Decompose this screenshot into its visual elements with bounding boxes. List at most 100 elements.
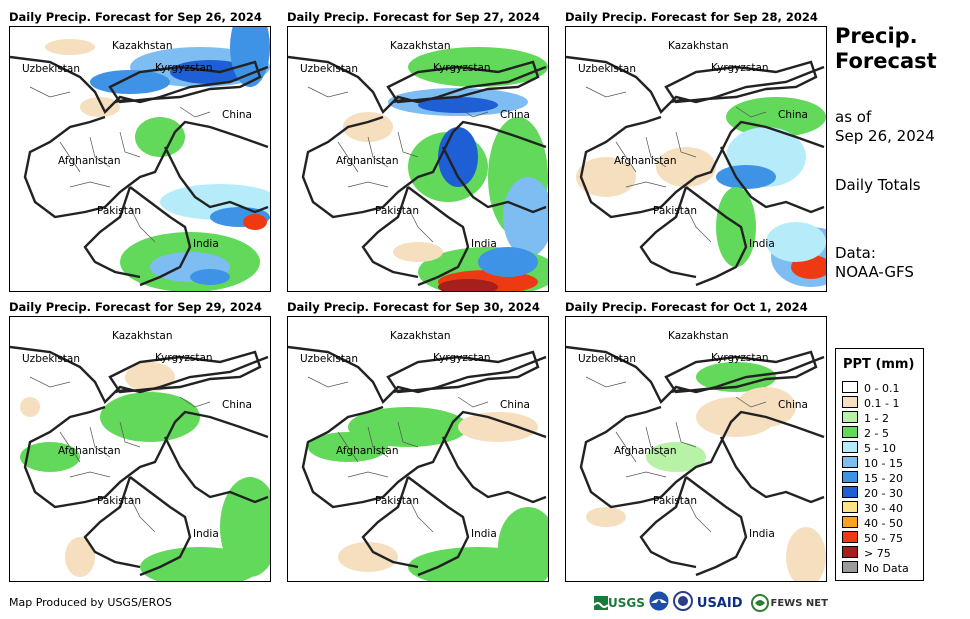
legend-item: 30 - 40 [842,501,903,515]
side-title-line2: Forecast [835,49,937,73]
usgs-wave-icon [594,596,608,610]
legend-label: 30 - 40 [864,502,903,515]
map-canvas: Kazakhstan Uzbekistan Kyrgyzstan China Afgha… [288,330,548,581]
country-label-china: China [500,399,530,411]
country-label-india: India [471,528,497,540]
legend-swatch [842,501,858,513]
precip-area [20,442,80,472]
precip-area [736,387,796,427]
boundary-line [566,345,825,577]
country-label-india: India [749,238,775,250]
map-canvas: Kazakhstan Uzbekistan Kyrgyzstan China Afgha… [566,40,826,287]
precip-area [656,147,716,187]
country-label-kyrgyzstan: Kyrgyzstan [711,62,769,74]
legend-label: 10 - 15 [864,457,903,470]
country-label-pakistan: Pakistan [375,495,419,507]
precip-area [243,214,267,230]
legend-title: PPT (mm) [843,357,915,372]
legend-item: 15 - 20 [842,471,903,485]
legend-swatch [842,381,858,393]
country-label-china: China [778,399,808,411]
country-label-uzbekistan: Uzbekistan [578,353,636,365]
precip-area [348,407,468,447]
legend-item: 1 - 2 [842,411,889,425]
precip-area [458,412,538,442]
country-label-kazakhstan: Kazakhstan [390,40,451,52]
panel-title: Daily Precip. Forecast for Sep 27, 2024 [287,10,540,24]
precip-area [343,112,393,142]
country-label-india: India [193,528,219,540]
country-label-afghanistan: Afghanistan [58,445,121,457]
legend-swatch [842,546,858,558]
legend-item: No Data [842,561,909,575]
country-label-uzbekistan: Uzbekistan [578,63,636,75]
precip-area [135,117,185,157]
boundary-line [29,376,211,533]
data-source-label: Data: [835,244,876,262]
country-label-india: India [471,238,497,250]
country-label-india: India [193,238,219,250]
precip-area [696,362,776,392]
daily-totals-label: Daily Totals [835,176,921,194]
legend-label: 15 - 20 [864,472,903,485]
precip-area [80,97,120,117]
country-label-china: China [500,109,530,121]
usaid-logo: USAID [697,596,743,611]
country-label-kazakhstan: Kazakhstan [390,330,451,342]
legend-label: > 75 [864,547,891,560]
boundary-line [307,86,489,243]
precip-area [408,47,548,87]
precip-map: Kazakhstan Uzbekistan Kyrgyzstan China Afgha… [565,26,827,292]
country-label-kazakhstan: Kazakhstan [112,330,173,342]
boundary-line [585,86,767,243]
legend-swatch [842,531,858,543]
legend-swatch [842,411,858,423]
country-label-kyrgyzstan: Kyrgyzstan [155,352,213,364]
precip-map: Kazakhstan Uzbekistan Kyrgyzstan China Afgha… [287,316,549,582]
country-label-uzbekistan: Uzbekistan [22,63,80,75]
as-of-value: Sep 26, 2024 [835,127,935,145]
legend-label: No Data [864,562,909,575]
boundary-line [288,345,547,577]
legend-swatch [842,396,858,408]
noaa-logo [649,591,669,615]
boundary-line [585,376,767,533]
country-label-uzbekistan: Uzbekistan [300,63,358,75]
legend-item: 10 - 15 [842,456,903,470]
precip-map: Kazakhstan Uzbekistan Kyrgyzstan China Afgha… [9,26,271,292]
data-source-value: NOAA-GFS [835,263,914,281]
panel-title: Daily Precip. Forecast for Sep 28, 2024 [565,10,818,24]
precip-area [338,542,398,572]
panel-title: Daily Precip. Forecast for Sep 26, 2024 [9,10,262,24]
globe-icon [750,594,769,612]
precip-area [586,507,626,527]
precip-area [726,97,826,137]
precip-map: Kazakhstan Uzbekistan Kyrgyzstan China Afgha… [287,26,549,292]
legend: PPT (mm) 0 - 0.1 0.1 - 1 1 - 2 2 - 5 5 - 10 1… [835,348,924,581]
legend-swatch [842,456,858,468]
legend-item: 50 - 75 [842,531,903,545]
legend-label: 2 - 5 [864,427,889,440]
precip-area [408,547,548,581]
legend-item: 0.1 - 1 [842,396,899,410]
dos-seal [672,591,693,615]
legend-label: 0 - 0.1 [864,382,900,395]
country-label-pakistan: Pakistan [375,205,419,217]
as-of-label: as of [835,108,872,126]
country-label-uzbekistan: Uzbekistan [22,353,80,365]
country-label-afghanistan: Afghanistan [336,445,399,457]
map-canvas: Kazakhstan Uzbekistan Kyrgyzstan China Afgha… [288,40,548,291]
precip-area [646,442,706,472]
data-source: Data: NOAA-GFS [835,244,914,282]
legend-item: > 75 [842,546,891,560]
panel-title: Daily Precip. Forecast for Sep 30, 2024 [287,300,540,314]
country-label-uzbekistan: Uzbekistan [300,353,358,365]
country-label-pakistan: Pakistan [653,495,697,507]
boundary-line [108,60,262,104]
legend-label: 50 - 75 [864,532,903,545]
boundary-line [29,86,211,243]
legend-item: 40 - 50 [842,516,903,530]
country-label-afghanistan: Afghanistan [614,445,677,457]
country-label-pakistan: Pakistan [653,205,697,217]
precip-area [65,537,95,577]
